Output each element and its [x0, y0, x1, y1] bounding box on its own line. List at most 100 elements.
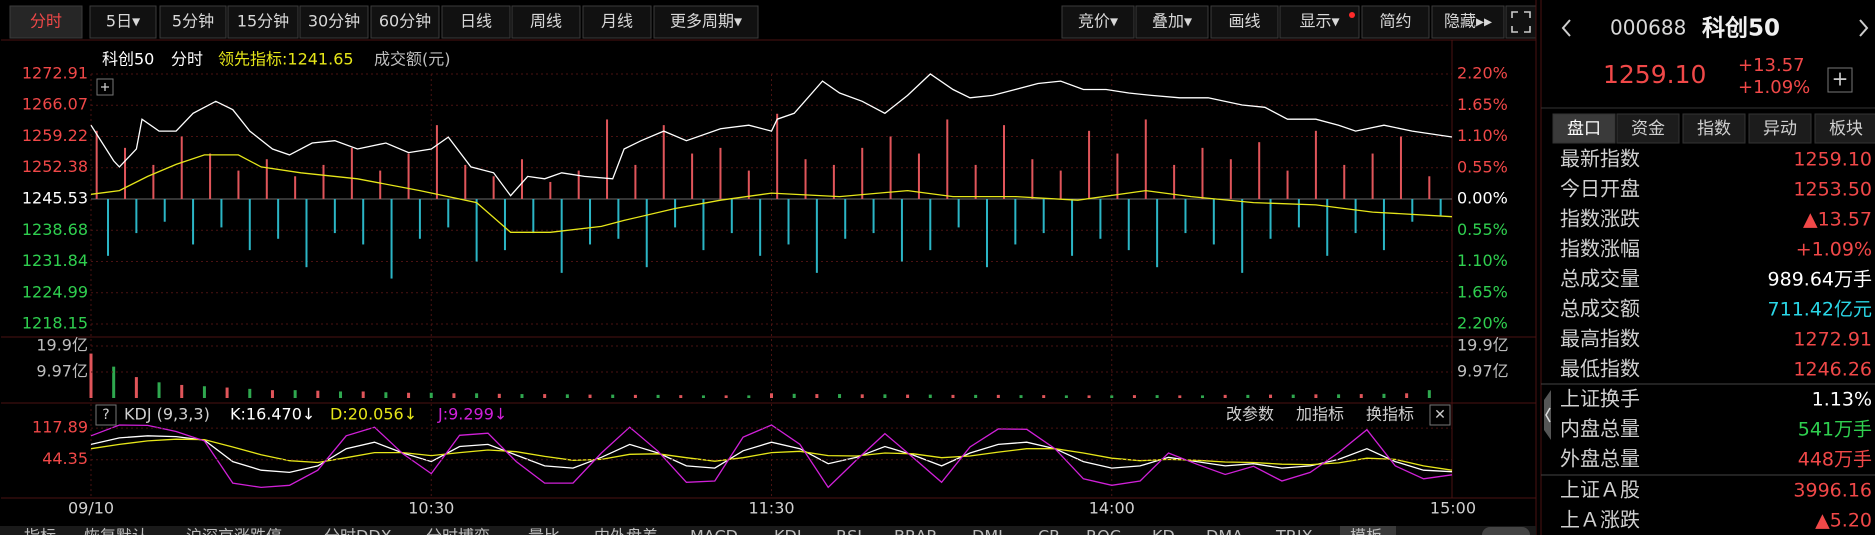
panel-tab[interactable] [1682, 113, 1746, 144]
indicator-button[interactable]: ✕ [1434, 407, 1446, 423]
next-arrow[interactable] [1859, 19, 1869, 37]
quote-label: 上Ａ涨跌 [1560, 508, 1640, 532]
bottom-tab[interactable]: ROC [1086, 527, 1121, 535]
indicator-button[interactable]: 换指标 [1366, 405, 1414, 424]
bottom-tab[interactable]: 量比 [528, 527, 560, 535]
bottom-tab[interactable]: BRAR [894, 527, 938, 535]
breadth-bar [1059, 170, 1062, 199]
toolbar-label[interactable]: 月线 [601, 12, 633, 31]
y-tick-label: 117.89 [32, 418, 88, 437]
toolbar-button[interactable] [227, 5, 299, 39]
bottom-tab[interactable]: 分时DDX [324, 527, 392, 535]
volume-bar [1042, 395, 1046, 398]
breadth-bar [730, 199, 733, 234]
breadth-bar [917, 153, 920, 199]
toolbar-label[interactable]: 分时 [30, 12, 62, 31]
panel-tab-label[interactable]: 异动 [1763, 119, 1797, 139]
panel-tab[interactable] [1814, 113, 1875, 144]
toolbar-label[interactable]: 5分钟 [172, 12, 214, 31]
prev-arrow[interactable] [1561, 19, 1571, 37]
breadth-bar [1173, 164, 1176, 199]
toolbar-label[interactable]: 更多周期▾ [670, 12, 742, 31]
bottom-tab[interactable]: CR [1038, 527, 1060, 535]
toolbar-label[interactable]: 显示▾ [1299, 12, 1339, 31]
indicator-button[interactable]: 加指标 [1296, 405, 1344, 424]
toolbar-label[interactable]: 周线 [530, 12, 562, 31]
fullscreen-button[interactable] [1505, 5, 1537, 39]
toolbar-button[interactable] [441, 5, 511, 39]
toolbar-button[interactable] [1210, 5, 1279, 39]
panel-tab[interactable] [1748, 113, 1812, 144]
volume-bar [1155, 395, 1159, 398]
toolbar-label[interactable]: 叠加▾ [1152, 12, 1192, 31]
bottom-tab[interactable]: 指标 [24, 527, 56, 535]
breadth-bar [532, 199, 535, 234]
close-box[interactable] [1429, 404, 1451, 426]
toolbar-button[interactable] [653, 5, 759, 39]
breadth-bar [900, 199, 903, 262]
toolbar-button[interactable] [9, 5, 83, 39]
bottom-tab[interactable]: DMA [1206, 527, 1243, 535]
zoom-button[interactable] [96, 78, 114, 96]
toolbar-button[interactable] [582, 5, 652, 39]
volume-bar [565, 394, 569, 398]
bottom-tab[interactable]: 分时博弈 [426, 527, 490, 535]
toolbar-label[interactable]: 15分钟 [237, 12, 289, 31]
quote-label: 上证Ａ股 [1560, 478, 1640, 502]
breadth-bar [277, 199, 280, 239]
volume-bar [1291, 394, 1295, 398]
collapse-tab[interactable] [1544, 390, 1551, 440]
toolbar-label[interactable]: 30分钟 [308, 12, 360, 31]
toolbar-button[interactable] [1361, 5, 1430, 39]
toolbar-button[interactable] [511, 5, 581, 39]
panel-tab[interactable] [1616, 113, 1680, 144]
legend-entry: 领先指标:1241.65 [218, 50, 354, 69]
bottom-tab[interactable]: KD [1152, 527, 1175, 535]
bottom-tab[interactable]: KDJ [774, 527, 802, 535]
bottom-tab[interactable]: RSI [836, 527, 862, 535]
toolbar-label[interactable]: 隐藏▸▸ [1444, 12, 1492, 31]
panel-tab-label[interactable]: 资金 [1631, 119, 1665, 139]
toolbar-label[interactable]: 5日▾ [106, 12, 140, 31]
help-button[interactable] [95, 404, 117, 426]
toggle[interactable] [1482, 527, 1530, 535]
bottom-tab[interactable]: 恢复默认 [84, 527, 148, 535]
toolbar-button[interactable] [1061, 5, 1135, 39]
volume-bar [838, 394, 842, 398]
toolbar-button[interactable] [370, 5, 440, 39]
panel-tab-label[interactable]: 指数 [1697, 119, 1731, 139]
bottom-tab[interactable]: 模板 [1350, 527, 1382, 535]
help-label[interactable]: ? [102, 407, 109, 423]
add-button[interactable] [1827, 67, 1853, 93]
quote-value: ▲5.20 [1815, 510, 1872, 532]
toolbar-button[interactable] [1431, 5, 1505, 39]
panel-tab-label[interactable]: 板块 [1829, 119, 1863, 139]
bottom-tab[interactable]: MACD [690, 527, 738, 535]
bottom-tab[interactable]: 沪深京涨跌停 [186, 527, 282, 535]
toolbar-button[interactable] [89, 5, 157, 39]
panel-tab-label[interactable]: 盘口 [1567, 119, 1601, 139]
breadth-bar [379, 170, 382, 199]
zoom-icon [101, 83, 109, 91]
indicator-button[interactable]: 改参数 [1226, 405, 1274, 424]
toolbar-button[interactable] [159, 5, 227, 39]
panel-tab[interactable] [1552, 113, 1616, 144]
toolbar-button[interactable] [1135, 5, 1209, 39]
toolbar-label[interactable]: 简约 [1379, 12, 1411, 31]
breadth-bar [475, 199, 478, 262]
toolbar-label[interactable]: 日线 [460, 12, 492, 31]
toolbar-button[interactable] [1279, 5, 1360, 39]
breadth-bar [1371, 153, 1374, 199]
bottom-tab[interactable]: TRIX [1275, 527, 1313, 535]
toolbar-label[interactable]: 60分钟 [379, 12, 431, 31]
volume-bar [1269, 394, 1273, 398]
toolbar-button[interactable] [299, 5, 369, 39]
breadth-bar [617, 199, 620, 239]
bottom-tab[interactable]: 内外盘差 [594, 527, 658, 535]
toolbar-label[interactable]: 画线 [1228, 12, 1260, 31]
bottom-tab[interactable]: DMI [972, 527, 1003, 535]
y2-tick-label: 1.65% [1457, 282, 1508, 301]
breadth-bar [333, 199, 336, 234]
toolbar-label[interactable]: 竞价▾ [1078, 12, 1118, 31]
add-label[interactable]: + [1832, 67, 1849, 91]
